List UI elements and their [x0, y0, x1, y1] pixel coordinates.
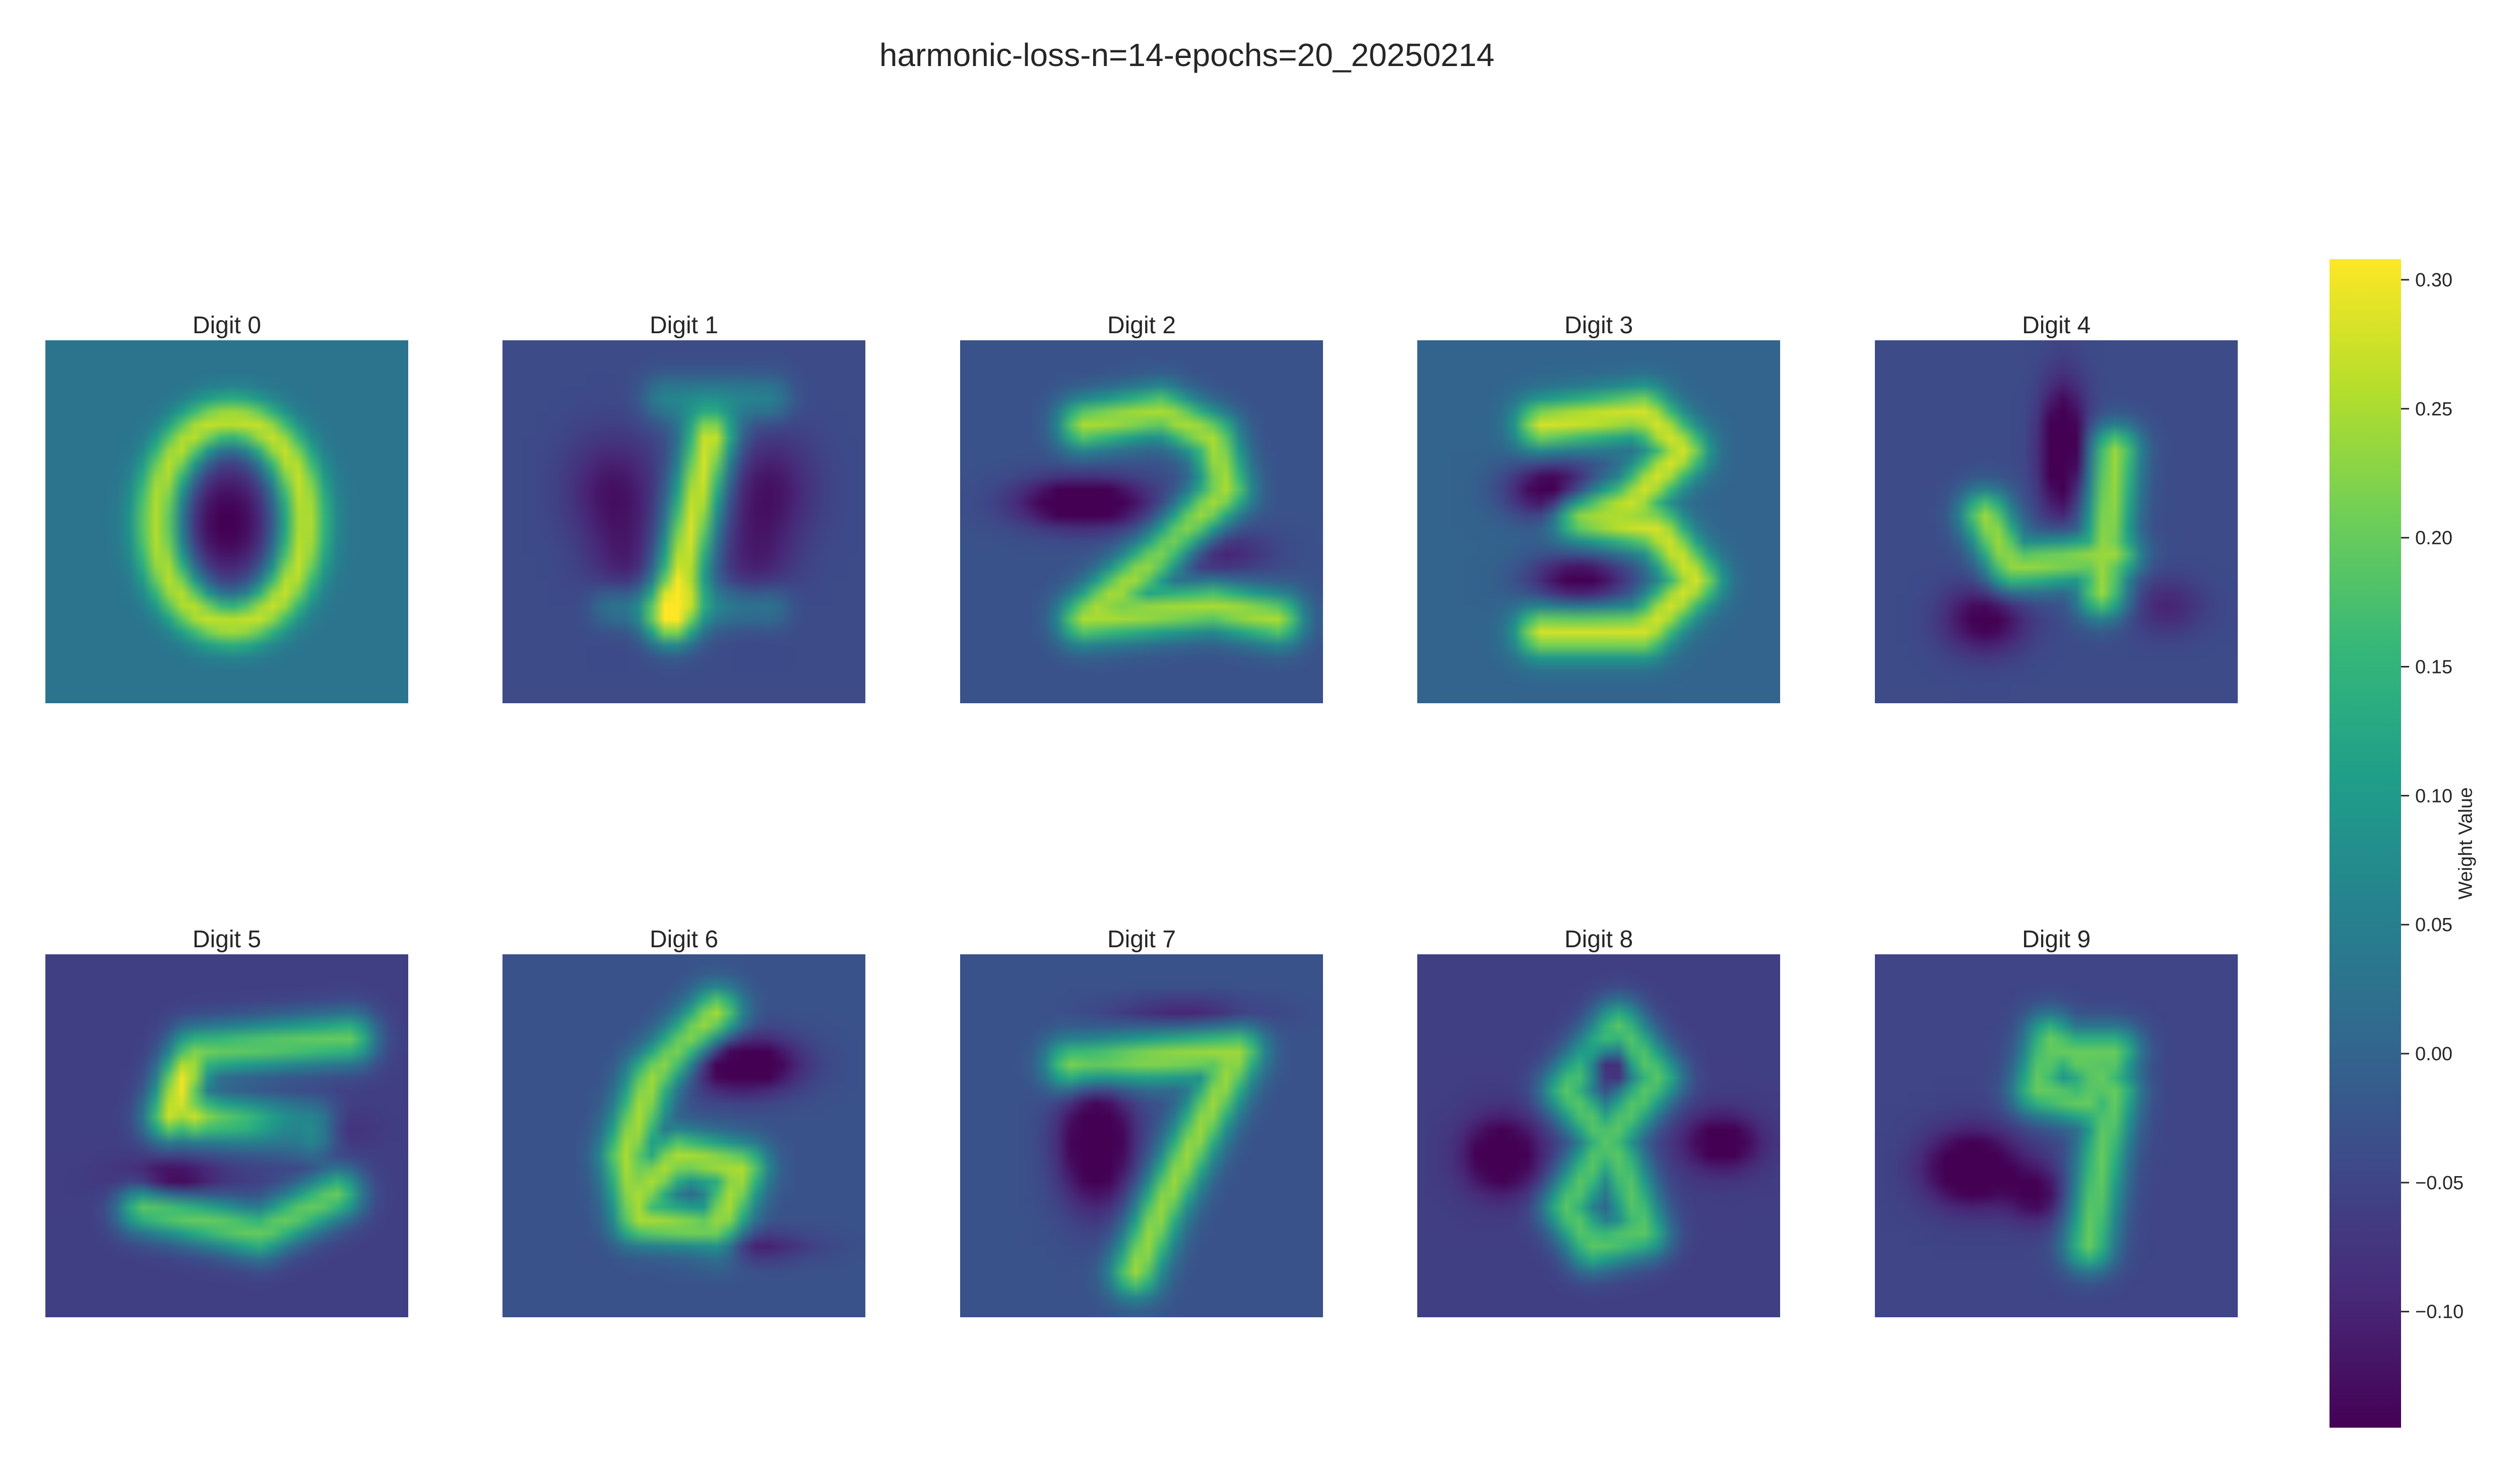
colorbar: 0.30 0.25 0.20 0.15 0.10 0.05 0.00 −0.05 −0.10: [2329, 259, 2464, 1428]
weight-heatmap: [1875, 340, 2238, 703]
weight-heatmap: [960, 954, 1323, 1317]
colorbar-label-text: Weight Value: [2455, 787, 2477, 900]
colorbar-gradient: [2329, 259, 2401, 1428]
weight-heatmap: [45, 340, 408, 703]
weight-heatmap: [960, 340, 1323, 703]
weight-heatmap: [502, 954, 865, 1317]
panel-title: Digit 7: [1107, 926, 1176, 953]
weight-heatmap: [1417, 954, 1780, 1317]
weight-heatmap: [1417, 340, 1780, 703]
colorbar-tick-label: 0.05: [2415, 914, 2452, 936]
panel-title: Digit 8: [1564, 926, 1633, 953]
colorbar-tick-label: −0.10: [2415, 1302, 2464, 1323]
figure-title: harmonic-loss-n=14-epochs=20_20250214: [879, 37, 1495, 73]
colorbar-svg: 0.30 0.25 0.20 0.15 0.10 0.05 0.00 −0.05 −0.10: [2329, 259, 2464, 1428]
colorbar-tick-label: 0.15: [2415, 656, 2452, 678]
weight-heatmap: [502, 340, 865, 703]
colorbar-tick-label: 0.20: [2415, 528, 2452, 549]
colorbar-tick-label: 0.25: [2415, 399, 2452, 420]
colorbar-tick-label: 0.30: [2415, 270, 2452, 291]
panel-title: Digit 2: [1107, 312, 1176, 339]
panel-title: Digit 9: [2022, 926, 2091, 953]
colorbar-tick-label: −0.05: [2415, 1173, 2464, 1194]
colorbar-ticks: 0.30 0.25 0.20 0.15 0.10 0.05 0.00 −0.05 −0.10: [2401, 270, 2464, 1323]
colorbar-tick-label: 0.10: [2415, 785, 2452, 807]
panel-title: Digit 1: [649, 312, 719, 339]
panel-title: Digit 5: [192, 926, 262, 953]
panel-title: Digit 3: [1564, 312, 1633, 339]
colorbar-tick-label: 0.00: [2415, 1044, 2452, 1065]
panel-title: Digit 0: [192, 312, 262, 339]
panel-title: Digit 6: [649, 926, 719, 953]
weight-heatmap: [1875, 954, 2238, 1317]
panel-title: Digit 4: [2022, 312, 2091, 339]
weight-heatmap: [45, 954, 408, 1317]
